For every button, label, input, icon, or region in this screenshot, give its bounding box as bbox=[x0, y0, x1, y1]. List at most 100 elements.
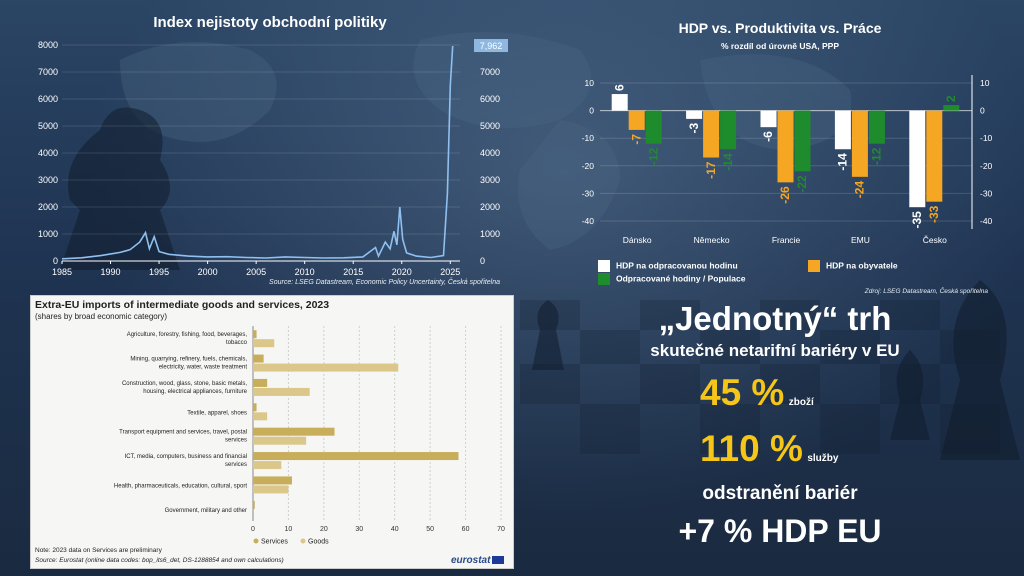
eu-category-label: electricity, water, waste treatment bbox=[159, 365, 248, 371]
legend-label-hodiny: Odpracované hodiny / Populace bbox=[616, 273, 746, 284]
epu-y-tick-right: 3000 bbox=[480, 175, 500, 185]
gdp-gain: +7 % HDP EU bbox=[678, 513, 882, 549]
eu-legend-goods: Goods bbox=[308, 539, 329, 546]
hdp-bar bbox=[720, 110, 737, 150]
hdp-category-label: Česko bbox=[923, 235, 947, 245]
hdp-bar bbox=[868, 110, 885, 144]
hdp-bar bbox=[628, 110, 645, 130]
epu-y-tick-left: 1000 bbox=[38, 229, 58, 239]
epu-x-tick: 1995 bbox=[149, 267, 169, 277]
eu-bar bbox=[253, 412, 268, 421]
eu-bar bbox=[253, 436, 307, 445]
epu-y-tick-left: 2000 bbox=[38, 202, 58, 212]
hdp-data-label: 6 bbox=[612, 84, 626, 91]
epu-y-tick-right: 5000 bbox=[480, 121, 500, 131]
epu-chart-panel: Index nejistoty obchodní politiky 0 0 1000… bbox=[30, 8, 510, 293]
epu-y-tick-left: 0 bbox=[53, 256, 58, 266]
hdp-bar bbox=[926, 110, 943, 202]
eu-legend-services: Services bbox=[261, 539, 288, 546]
hdp-data-label: -14 bbox=[721, 153, 735, 171]
hdp-data-label: -12 bbox=[646, 147, 660, 165]
legend-label-hodina: HDP na odpracovanou hodinu bbox=[616, 260, 738, 271]
hdp-data-label: -7 bbox=[629, 134, 643, 145]
epu-y-tick-right: 7000 bbox=[480, 67, 500, 77]
goods-stat: 45 % zboží bbox=[700, 372, 900, 414]
hdp-y-tick-left: -40 bbox=[582, 216, 595, 226]
hdp-bar bbox=[760, 110, 777, 128]
hdp-chart-title: HDP vs. Produktivita vs. Práce bbox=[678, 20, 882, 36]
hdp-data-label: -6 bbox=[761, 131, 775, 142]
hdp-y-tick-left: -20 bbox=[582, 161, 595, 171]
hdp-y-tick-right: -20 bbox=[980, 161, 993, 171]
epu-y-tick-left: 6000 bbox=[38, 94, 58, 104]
hdp-bar bbox=[611, 94, 628, 111]
eu-x-tick: 50 bbox=[426, 526, 434, 533]
eu-bar bbox=[253, 403, 257, 412]
eu-category-label: Agriculture, forestry, fishing, food, be… bbox=[127, 332, 248, 338]
hdp-chart-source: Zdroj: LSEG Datastream, Česká spořitelna bbox=[864, 288, 988, 295]
eu-category-label: Construction, wood, glass, stone, basic … bbox=[122, 381, 247, 387]
eu-bar bbox=[253, 461, 282, 470]
barrier-removal: odstranění bariér bbox=[702, 483, 858, 504]
hdp-bar bbox=[686, 110, 703, 119]
eurostat-note: Note: 2023 data on Services are prelimin… bbox=[35, 547, 162, 554]
hdp-data-label: 2 bbox=[944, 95, 958, 102]
eu-bar bbox=[253, 427, 335, 436]
epu-last-value-badge bbox=[474, 39, 508, 53]
eu-flag-icon bbox=[492, 556, 505, 565]
eu-x-tick: 60 bbox=[462, 526, 470, 533]
eu-category-label: services bbox=[225, 462, 247, 468]
hdp-y-tick-right: -10 bbox=[980, 133, 993, 143]
hdp-data-label: -17 bbox=[704, 161, 718, 179]
hdp-y-tick-left: 10 bbox=[585, 78, 595, 88]
hdp-bar bbox=[834, 110, 851, 150]
eu-bar bbox=[253, 476, 292, 485]
epu-chart-title: Index nejistoty obchodní politiky bbox=[153, 14, 387, 31]
epu-x-tick: 2005 bbox=[246, 267, 266, 277]
eu-bar bbox=[253, 363, 399, 372]
hdp-bar bbox=[794, 110, 811, 172]
hdp-y-tick-right: 0 bbox=[980, 106, 985, 116]
eu-bar bbox=[253, 452, 459, 461]
hdp-y-tick-left: -10 bbox=[582, 133, 595, 143]
legend-item-obyvatel: HDP na obyvatele bbox=[808, 260, 898, 272]
legend-item-hodiny: Odpracované hodiny / Populace bbox=[598, 273, 745, 285]
eu-x-tick: 20 bbox=[320, 526, 328, 533]
hdp-data-label: -35 bbox=[910, 211, 924, 229]
eu-x-tick: 70 bbox=[497, 526, 505, 533]
epu-chart-source: Source: LSEG Datastream, Economic Policy… bbox=[269, 279, 500, 286]
epu-y-tick-left: 4000 bbox=[38, 148, 58, 158]
eu-bar bbox=[253, 387, 310, 396]
hdp-y-tick-right: -30 bbox=[980, 188, 993, 198]
goods-percent: 45 % bbox=[700, 372, 785, 413]
hdp-y-tick-left: -30 bbox=[582, 188, 595, 198]
eu-bar bbox=[253, 330, 257, 339]
hdp-chart-subtitle: % rozdíl od úrovně USA, PPP bbox=[720, 41, 840, 51]
eurostat-chart-svg: 0 10 20 30 40 50 60 70 Agriculture, forestry, fi… bbox=[114, 326, 505, 546]
epu-chart-svg: 0 0 1000 1000 2000 2000 3000 3000 4000 4000 5000 50… bbox=[38, 39, 508, 277]
hdp-data-label: -12 bbox=[870, 147, 884, 165]
eu-category-label: Health, pharmaceuticals, education, cult… bbox=[114, 483, 247, 489]
epu-y-tick-left: 8000 bbox=[38, 40, 58, 50]
eu-category-label: services bbox=[225, 438, 247, 444]
epu-x-tick: 2025 bbox=[440, 267, 460, 277]
hdp-bar bbox=[645, 110, 662, 144]
eu-category-label: Mining, quarrying, refinery, fuels, chem… bbox=[130, 357, 247, 363]
epu-y-tick-right: 1000 bbox=[480, 229, 500, 239]
hdp-chart-svg: 10 100 0-10 -10-20 -20-30 -30-40 -40Dánsko6-7-… bbox=[582, 75, 993, 245]
eu-x-tick: 30 bbox=[355, 526, 363, 533]
eurostat-chart-panel: Extra-EU imports of intermediate goods a… bbox=[30, 295, 514, 569]
hdp-data-label: -22 bbox=[795, 175, 809, 193]
epu-y-tick-left: 3000 bbox=[38, 175, 58, 185]
epu-y-tick-left: 5000 bbox=[38, 121, 58, 131]
eu-legend-swatch-services bbox=[253, 538, 259, 544]
hdp-category-label: Dánsko bbox=[623, 235, 652, 245]
hdp-category-label: EMU bbox=[851, 235, 870, 245]
services-label: služby bbox=[807, 453, 839, 464]
eurostat-source: Source: Eurostat (online data codes: bop… bbox=[35, 557, 284, 564]
eu-bar bbox=[253, 500, 255, 509]
hdp-category-label: Německo bbox=[694, 235, 730, 245]
epu-x-tick: 1990 bbox=[101, 267, 121, 277]
hdp-chart-panel: HDP vs. Produktivita vs. Práce % rozdíl … bbox=[560, 8, 1020, 298]
eu-category-label: tobacco bbox=[226, 340, 248, 346]
